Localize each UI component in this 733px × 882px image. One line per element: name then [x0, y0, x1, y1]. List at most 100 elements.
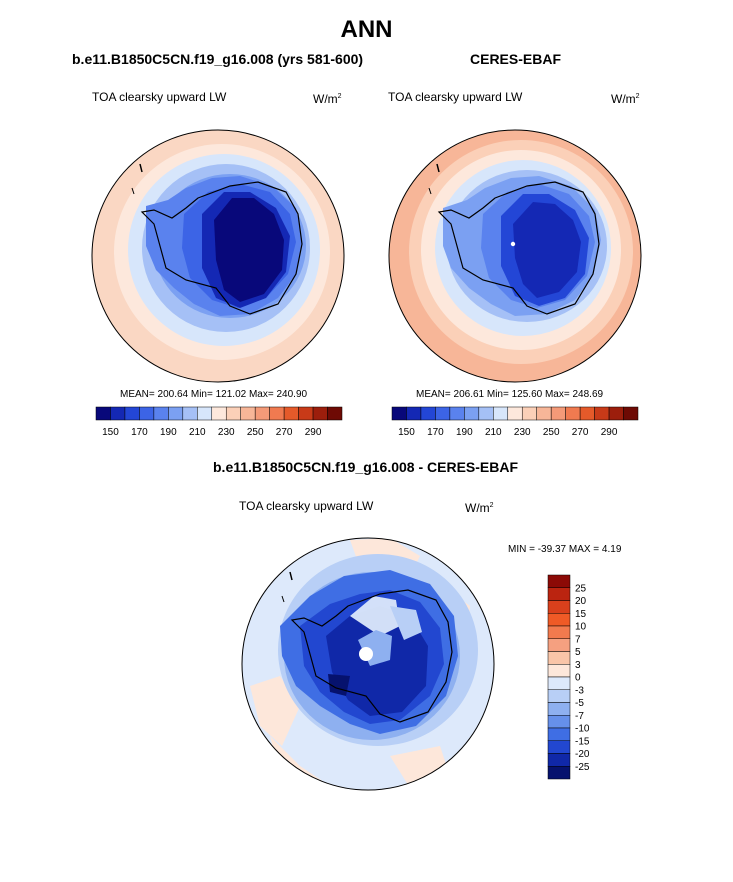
left-colorbar-tick-label: 290 — [305, 427, 322, 438]
diff-colorbar-swatch — [547, 766, 571, 780]
diff-colorbar-swatch — [547, 689, 571, 703]
right-colorbar-swatch — [507, 406, 523, 421]
diff-colorbar-tick-label: 25 — [575, 583, 587, 594]
left-colorbar-swatch — [211, 406, 227, 421]
left-colorbar-swatch — [283, 406, 299, 421]
left-panel-title: b.e11.B1850C5CN.f19_g16.008 (yrs 581-600… — [72, 51, 364, 67]
right-colorbar: 150 170 190 210 230 250 270 290 — [391, 406, 639, 438]
right-stats: MEAN= 206.61 Min= 125.60 Max= 248.69 — [416, 389, 604, 400]
right-colorbar-swatch — [521, 406, 537, 421]
left-colorbar-swatch — [110, 406, 126, 421]
left-colorbar-swatch — [225, 406, 241, 421]
right-colorbar-swatch — [623, 406, 639, 421]
right-colorbar-swatch — [594, 406, 610, 421]
diff-panel-title: b.e11.B1850C5CN.f19_g16.008 - CERES-EBAF — [213, 459, 519, 475]
diff-colorbar-swatch — [547, 740, 571, 754]
diff-colorbar-tick-label: 15 — [575, 609, 587, 620]
right-units-text: W/m — [611, 92, 636, 106]
left-colorbar-tick-label: 230 — [218, 427, 235, 438]
right-antarctic-interior — [513, 202, 581, 298]
diff-map-border — [241, 537, 495, 791]
right-colorbar-tick-label: 270 — [572, 427, 589, 438]
diff-colorbar-tick-label: -3 — [575, 685, 584, 696]
diff-colorbar-tick-label: -7 — [575, 711, 584, 722]
right-colorbar-swatch — [406, 406, 422, 421]
right-colorbar-swatch — [478, 406, 494, 421]
right-colorbar-swatch — [464, 406, 480, 421]
left-colorbar-swatch — [240, 406, 256, 421]
diff-colorbar-swatch — [547, 727, 571, 741]
left-colorbar-swatch — [139, 406, 155, 421]
diff-colorbar-tick-label: 10 — [575, 622, 587, 633]
diff-units-label: W/m2 — [465, 501, 494, 515]
right-colorbar-swatch — [420, 406, 436, 421]
right-units-exp: 2 — [635, 93, 640, 100]
right-colorbar-tick-label: 150 — [398, 427, 415, 438]
right-colorbar-tick-label: 290 — [601, 427, 618, 438]
left-colorbar-swatch — [312, 406, 328, 421]
left-antarctic-interior — [214, 198, 284, 302]
diff-colorbar-swatch — [547, 638, 571, 652]
diff-colorbar-swatch — [547, 676, 571, 690]
diff-colorbar-tick-label: -25 — [575, 762, 590, 773]
diff-colorbar-swatch — [547, 625, 571, 639]
left-colorbar-swatch — [269, 406, 285, 421]
left-colorbar-swatch — [197, 406, 213, 421]
left-antarctica-coastline — [140, 181, 303, 315]
diff-stats: MIN = -39.37 MAX = 4.19 — [508, 544, 622, 555]
right-panel-title: CERES-EBAF — [470, 51, 562, 67]
left-colorbar-swatch — [153, 406, 169, 421]
left-colorbar-swatch — [254, 406, 270, 421]
right-colorbar-swatch — [550, 406, 566, 421]
diff-colorbar-tick-label: 20 — [575, 596, 587, 607]
diff-colorbar-tick-label: 5 — [575, 647, 581, 658]
diff-antarctica-coastline — [290, 589, 453, 723]
left-colorbar-swatch — [124, 406, 140, 421]
diff-colorbar-swatch — [547, 664, 571, 678]
diff-colorbar-swatch — [547, 753, 571, 767]
right-colorbar-tick-label: 230 — [514, 427, 531, 438]
right-colorbar-swatch — [608, 406, 624, 421]
diff-colorbar-swatch — [547, 702, 571, 716]
right-colorbar-swatch — [493, 406, 509, 421]
left-colorbar-swatch — [182, 406, 198, 421]
diff-colorbar-swatch — [547, 600, 571, 614]
right-polar-map — [388, 129, 642, 383]
diff-colorbar-tick-label: -5 — [575, 698, 584, 709]
left-colorbar-tick-label: 150 — [102, 427, 119, 438]
left-colorbar: 150 170 190 210 230 250 270 290 — [95, 406, 343, 438]
diff-colorbar-swatch — [547, 613, 571, 627]
diff-colorbar-swatch — [547, 587, 571, 601]
diff-colorbar-tick-label: 0 — [575, 673, 581, 684]
diff-variable-label: TOA clearsky upward LW — [239, 499, 374, 513]
right-colorbar-tick-label: 210 — [485, 427, 502, 438]
left-colorbar-tick-label: 250 — [247, 427, 264, 438]
left-colorbar-swatch — [168, 406, 184, 421]
right-colorbar-swatch — [579, 406, 595, 421]
diff-colorbar-tick-label: -20 — [575, 749, 590, 760]
left-colorbar-tick-label: 210 — [189, 427, 206, 438]
left-colorbar-tick-label: 170 — [131, 427, 148, 438]
right-colorbar-tick-label: 170 — [427, 427, 444, 438]
diff-colorbar-tick-label: -15 — [575, 736, 590, 747]
left-polar-map — [91, 129, 345, 383]
diff-colorbar-tick-label: 3 — [575, 660, 581, 671]
right-colorbar-swatch — [536, 406, 552, 421]
right-colorbar-swatch — [435, 406, 451, 421]
right-colorbar-swatch — [391, 406, 407, 421]
right-colorbar-tick-label: 250 — [543, 427, 560, 438]
left-stats: MEAN= 200.64 Min= 121.02 Max= 240.90 — [120, 389, 308, 400]
left-colorbar-swatch — [95, 406, 111, 421]
figure-title: ANN — [340, 16, 393, 43]
diff-colorbar: 25 20 15 107 5 3 0-3 -5 -7 -10-15 -20 -25 — [547, 574, 590, 780]
right-map-border — [388, 129, 642, 383]
left-units-exp: 2 — [337, 93, 342, 100]
left-map-border — [91, 129, 345, 383]
diff-colorbar-tick-label: -10 — [575, 724, 590, 735]
left-units-text: W/m — [313, 92, 338, 106]
left-colorbar-swatch — [298, 406, 314, 421]
right-variable-label: TOA clearsky upward LW — [388, 90, 523, 104]
right-colorbar-swatch — [565, 406, 581, 421]
diff-units-text: W/m — [465, 501, 490, 515]
right-colorbar-tick-label: 190 — [456, 427, 473, 438]
